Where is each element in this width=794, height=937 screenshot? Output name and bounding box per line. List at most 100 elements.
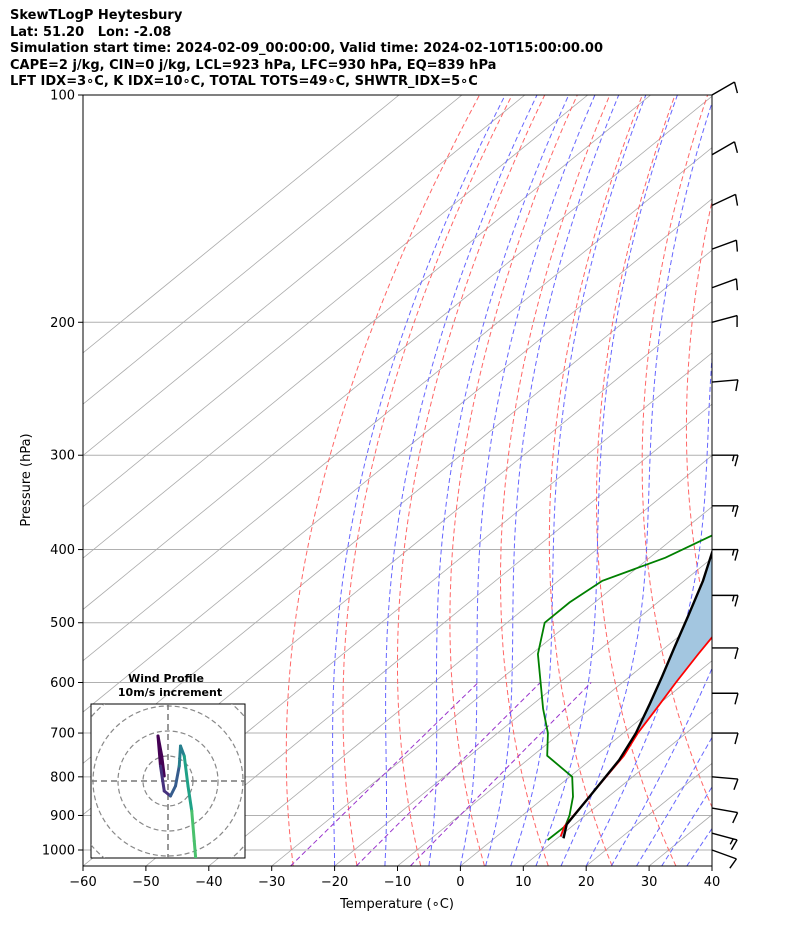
x-tick-label: −50: [132, 875, 159, 890]
moist-adiabat: [560, 101, 712, 866]
wind-barb: [712, 692, 739, 705]
cape-cin-shading: [560, 552, 712, 839]
hodo-segment: [192, 839, 198, 858]
moist-adiabat: [428, 95, 570, 866]
x-tick-label: 30: [641, 875, 658, 890]
dry-adiabat: [685, 199, 712, 642]
chart-title: SkewTLogP Heytesbury: [10, 8, 183, 23]
wind-barb: [711, 239, 739, 252]
moist-adiabat: [384, 95, 538, 866]
wind-barb: [712, 505, 739, 517]
moist-adiabat: [535, 95, 678, 866]
wind-profile-inset: Wind Profile 10m/s increment: [90, 672, 246, 936]
mixing-ratio-line: [355, 682, 541, 866]
x-tick-label: 20: [578, 875, 595, 890]
temperature-line: [559, 635, 712, 837]
dry-adiabat: [595, 95, 677, 866]
wind-barb: [712, 548, 739, 561]
x-tick-label: −40: [195, 875, 222, 890]
isotherm-line: [83, 95, 526, 456]
isotherm-line: [83, 95, 651, 559]
wind-barb: [711, 278, 739, 291]
moist-adiabat: [332, 95, 506, 866]
moist-adiabat: [585, 351, 712, 866]
y-tick-label: 100: [50, 89, 75, 104]
indices-line-2: LFT IDX=3∘C, K IDX=10∘C, TOTAL TOTS=49∘C…: [10, 74, 478, 89]
plot-area: [83, 95, 794, 866]
isotherm-line: [83, 95, 400, 354]
wind-barb: [711, 379, 739, 392]
wind-barb: [712, 732, 739, 745]
isotherm-line: [208, 454, 712, 866]
isotherm-line: [83, 198, 712, 713]
hodo-ring: [117, 730, 219, 832]
y-tick-label: 400: [50, 543, 75, 558]
wind-barbs: [711, 81, 739, 869]
hodo-segment: [204, 926, 210, 936]
wind-barb: [711, 81, 739, 96]
location-line: Lat: 51.20 Lon: -2.08: [10, 24, 172, 40]
y-tick-label: 700: [50, 727, 75, 742]
y-axis-label: Pressure (hPa): [19, 433, 34, 526]
hodo-segment: [202, 911, 205, 926]
moist-adiabat: [459, 95, 596, 866]
x-tick-label: 10: [515, 875, 532, 890]
hodo-segment: [182, 754, 190, 788]
isotherm-line: [397, 608, 712, 866]
wind-barb: [711, 776, 739, 791]
isotherm-line: [711, 865, 712, 866]
isotherm-line: [648, 814, 712, 866]
time-line: Simulation start time: 2024-02-09_00:00:…: [10, 41, 603, 56]
dewpoint-line: [536, 534, 712, 841]
axes: −60 −50 −40 −30 −20 −10 0 10 20 30 40 1000 900 800 700…: [42, 89, 720, 891]
hodo-segment: [186, 784, 194, 813]
moist-adiabat: [610, 667, 712, 866]
x-tick-label: −10: [384, 875, 411, 890]
moist-adiabat: [510, 95, 647, 866]
isotherm-line: [460, 660, 712, 866]
y-tick-label: 1000: [42, 844, 75, 859]
isotherm-line: [271, 506, 712, 866]
isotherm-line: [585, 762, 712, 866]
isotherm-line: [145, 403, 712, 866]
dry-adiabat: [771, 95, 794, 866]
hodo-segment: [160, 754, 166, 778]
x-tick-label: −60: [69, 875, 96, 890]
x-tick-label: 0: [456, 875, 464, 890]
dry-adiabat: [729, 95, 794, 866]
wind-barb: [711, 193, 739, 206]
y-tick-label: 900: [50, 809, 75, 824]
wind-barb: [711, 832, 738, 851]
isotherm-line: [83, 147, 712, 662]
x-tick-label: 40: [704, 875, 721, 890]
moist-adiabat: [686, 827, 712, 866]
dry-adiabat: [548, 95, 643, 866]
wind-barb: [712, 647, 739, 660]
isotherm-line: [523, 711, 712, 866]
wind-barb: [711, 314, 738, 327]
y-tick-label: 200: [50, 316, 75, 331]
hodo-segment: [190, 809, 196, 843]
x-tick-label: −30: [258, 875, 285, 890]
indices-line-1: CAPE=2 j/kg, CIN=0 j/kg, LCL=923 hPa, LF…: [10, 57, 497, 73]
wind-barb: [712, 454, 739, 467]
wind-barb: [711, 141, 739, 156]
isotherm-line: [83, 95, 589, 508]
mixing-ratio-line: [410, 682, 592, 866]
hodo-segment: [201, 891, 202, 911]
y-tick-label: 800: [50, 770, 75, 785]
x-tick-label: −20: [321, 875, 348, 890]
hodograph: [91, 704, 245, 936]
moist-adiabat: [636, 736, 712, 866]
wind-barb: [711, 807, 739, 824]
dry-adiabat: [641, 95, 712, 809]
hodo-segment: [159, 764, 166, 793]
wind-barb: [711, 849, 738, 869]
y-tick-label: 600: [50, 676, 75, 691]
dry-adiabat: [397, 95, 546, 866]
dry-adiabat: [342, 95, 513, 866]
dry-adiabat: [285, 95, 480, 866]
hodo-segment: [179, 744, 186, 758]
inset-subtitle: 10m/s increment: [118, 686, 222, 699]
